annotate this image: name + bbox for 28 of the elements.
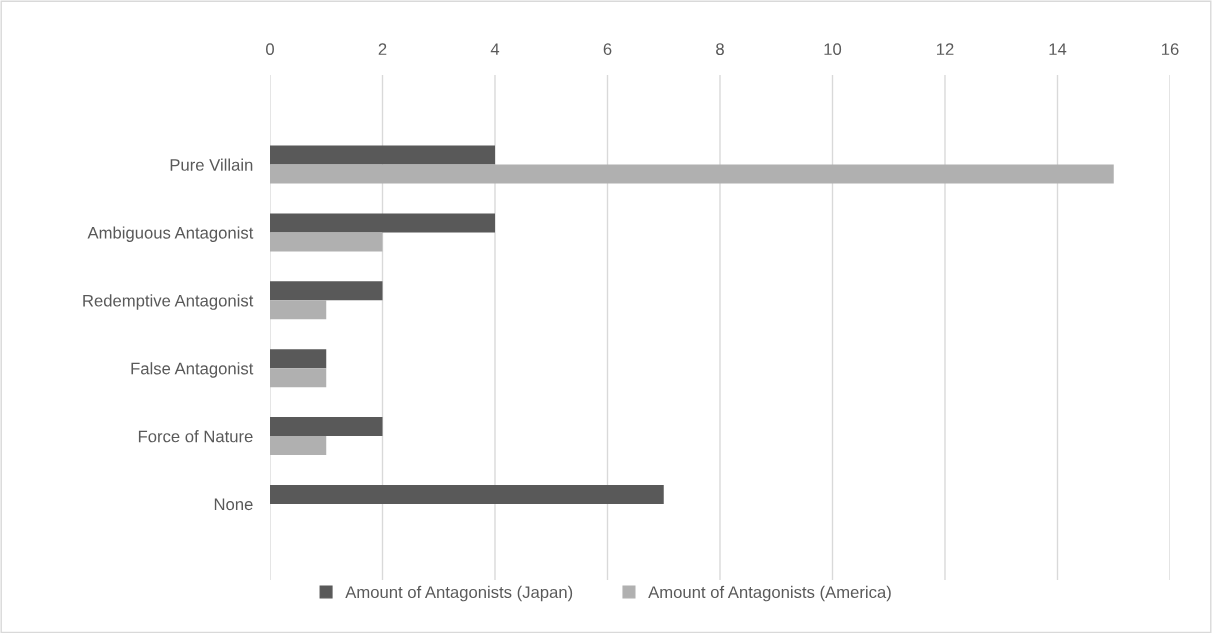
- x-tick-label: 12: [937, 43, 954, 55]
- bar: [270, 349, 327, 369]
- bar: [270, 281, 383, 301]
- legend-label: Amount of Antagonists (America): [648, 585, 891, 602]
- x-tick-label: 16: [1162, 43, 1179, 56]
- x-tick-label: 6: [603, 43, 612, 56]
- bar: [270, 368, 327, 388]
- legend-label: Amount of Antagonists (Japan): [345, 585, 573, 602]
- x-tick-label: 0: [266, 43, 274, 56]
- y-tick-label: Redemptive Antagonist: [83, 294, 254, 310]
- bar: [270, 213, 495, 233]
- y-tick-label: Force of Nature: [138, 430, 253, 443]
- bar: [270, 417, 383, 437]
- y-tick-label: Pure Villain: [170, 158, 253, 171]
- bar: [270, 145, 495, 165]
- x-tick-label: 14: [1049, 43, 1067, 55]
- y-tick-label: Ambiguous Antagonist: [87, 226, 254, 242]
- bar: [270, 436, 327, 456]
- bar: [270, 300, 327, 320]
- bar: [270, 232, 383, 252]
- y-tick-label: None: [214, 498, 253, 511]
- bar: [270, 164, 1114, 184]
- y-tick-label: False Antagonist: [131, 362, 254, 378]
- x-tick-label: 10: [824, 43, 842, 56]
- x-tick-label: 4: [490, 43, 500, 55]
- x-tick-label: 2: [378, 43, 387, 55]
- x-tick-label: 8: [716, 43, 724, 56]
- bar: [270, 484, 664, 504]
